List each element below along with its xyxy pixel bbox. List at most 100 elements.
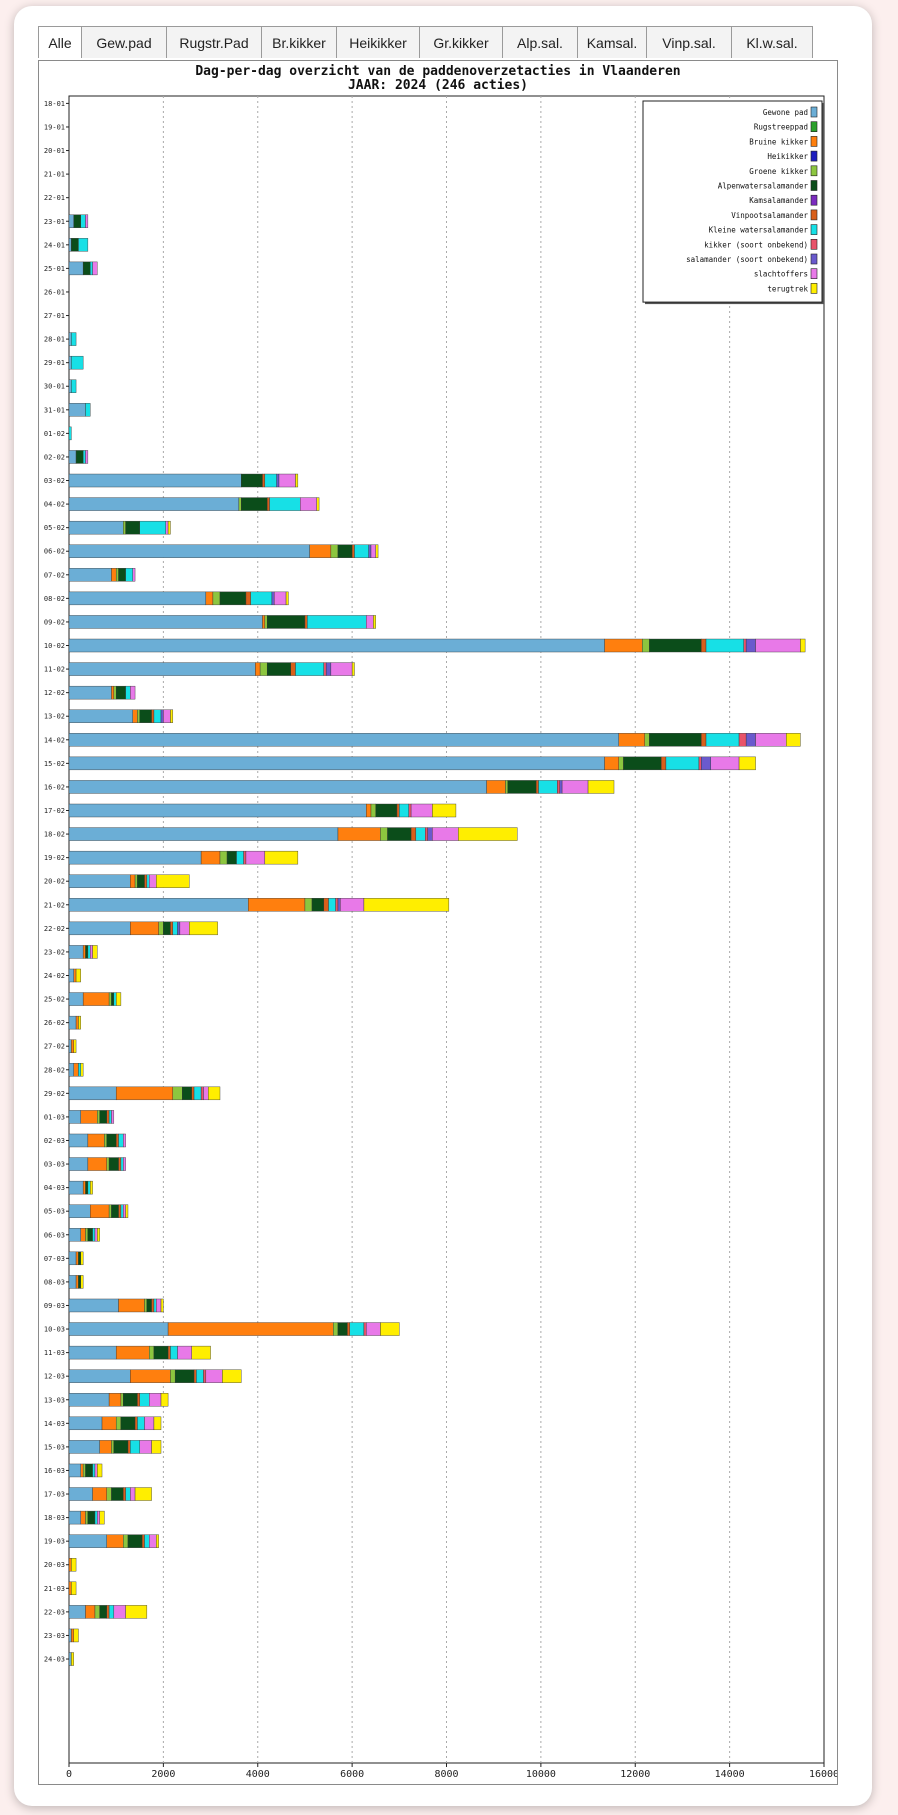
bar-segment [115, 685, 126, 700]
bar-segment [118, 1204, 122, 1218]
tab-alle[interactable]: Alle [38, 26, 82, 58]
bar-segment [87, 1157, 107, 1171]
y-tick-label: 26-02 [44, 1019, 65, 1027]
bar-segment [163, 921, 171, 936]
bar-stack [68, 968, 81, 983]
bar-segment [167, 520, 171, 535]
tab-kl-w-sal[interactable]: Kl.w.sal. [731, 26, 813, 58]
bar-segment [149, 1393, 162, 1407]
legend-label: Rugstreeppad [754, 123, 808, 132]
bar-segment [146, 874, 150, 888]
bar-segment [68, 756, 605, 771]
bar-segment [134, 1487, 152, 1501]
bar-segment [387, 827, 412, 841]
bar-stack [68, 520, 171, 535]
tab-vinp-sal[interactable]: Vinp.sal. [646, 26, 732, 58]
bar-stack [68, 450, 89, 464]
tab-gew-pad[interactable]: Gew.pad [81, 26, 167, 58]
bar-segment [432, 803, 457, 818]
y-tick-label: 23-01 [44, 218, 65, 226]
bar-segment [68, 1487, 93, 1501]
bar-segment [144, 1534, 150, 1548]
bar-stack [68, 1086, 221, 1101]
bar-stack [68, 426, 72, 441]
bar-stack [68, 497, 320, 511]
bar-segment [68, 968, 74, 983]
bar-segment [68, 1228, 81, 1242]
bar-segment [559, 780, 563, 794]
bar-segment [75, 450, 84, 464]
y-tick-label: 16-03 [44, 1467, 65, 1475]
bar-segment [85, 1510, 89, 1525]
bar-segment [661, 756, 667, 771]
bar-segment [149, 874, 157, 888]
tab-gr-kikker[interactable]: Gr.kikker [419, 26, 503, 58]
bar-segment [108, 1204, 112, 1218]
tab-rugstr-pad[interactable]: Rugstr.Pad [166, 26, 262, 58]
bar-segment [78, 1275, 81, 1289]
bar-segment [535, 780, 539, 794]
tab-heikikker[interactable]: Heikikker [336, 26, 420, 58]
bar-segment [368, 544, 372, 558]
bar-segment [68, 803, 367, 818]
tab-br-kikker[interactable]: Br.kikker [261, 26, 337, 58]
tab-alp-sal[interactable]: Alp.sal. [502, 26, 578, 58]
bar-segment [115, 1345, 150, 1360]
bar-segment [73, 968, 77, 983]
bar-segment [149, 1534, 157, 1548]
y-tick-label: 19-01 [44, 123, 65, 131]
y-tick-label: 23-02 [44, 948, 65, 956]
bar-segment [167, 1322, 334, 1336]
y-tick-label: 26-01 [44, 288, 65, 296]
bar-segment [139, 709, 152, 723]
bar-segment [172, 1086, 183, 1101]
bar-segment [373, 615, 376, 629]
legend-label: terugtrek [767, 284, 808, 293]
bar-segment [68, 1063, 74, 1077]
bar-segment [139, 520, 166, 535]
y-tick-label: 02-03 [44, 1137, 65, 1145]
bar-segment [177, 921, 181, 936]
bar-segment [196, 1369, 204, 1383]
bar-segment [78, 1015, 81, 1030]
bar-segment [170, 709, 174, 723]
bar-segment [99, 1605, 107, 1619]
bar-segment [68, 874, 131, 888]
tab-kamsal[interactable]: Kamsal. [577, 26, 647, 58]
y-tick-label: 09-03 [44, 1302, 65, 1310]
bar-segment [101, 1416, 117, 1431]
y-tick-label: 21-03 [44, 1585, 65, 1593]
legend-swatch [810, 165, 818, 177]
bar-stack [68, 1558, 77, 1572]
bar-segment [153, 1298, 157, 1313]
bar-segment [179, 921, 190, 936]
y-tick-label: 28-02 [44, 1066, 65, 1074]
bar-segment [130, 1487, 136, 1501]
legend-label: Bruine kikker [749, 137, 808, 146]
y-tick-label: 31-01 [44, 406, 65, 414]
bar-segment [153, 1345, 169, 1360]
x-tick-label: 2000 [151, 1769, 175, 1780]
bar-segment [80, 1228, 86, 1242]
bar-segment [262, 615, 266, 629]
bar-segment [205, 591, 214, 606]
bar-segment [182, 1086, 192, 1101]
y-tick-label: 01-02 [44, 430, 65, 438]
bar-segment [316, 497, 320, 511]
legend-swatch [810, 180, 818, 191]
bar-segment [80, 1463, 84, 1478]
bar-stack [68, 874, 190, 888]
bar-segment [87, 1510, 96, 1525]
bar-segment [264, 473, 277, 488]
bar-segment [68, 1440, 100, 1454]
bar-segment [167, 1345, 171, 1360]
bar-segment [68, 238, 72, 252]
bar-segment [94, 1510, 98, 1525]
y-tick-label: 05-02 [44, 524, 65, 532]
bar-segment [127, 1534, 143, 1548]
bar-segment [144, 1416, 155, 1431]
bar-segment [118, 1157, 122, 1171]
bar-segment [92, 1487, 107, 1501]
bar-segment [375, 803, 398, 818]
bar-segment [68, 403, 86, 417]
